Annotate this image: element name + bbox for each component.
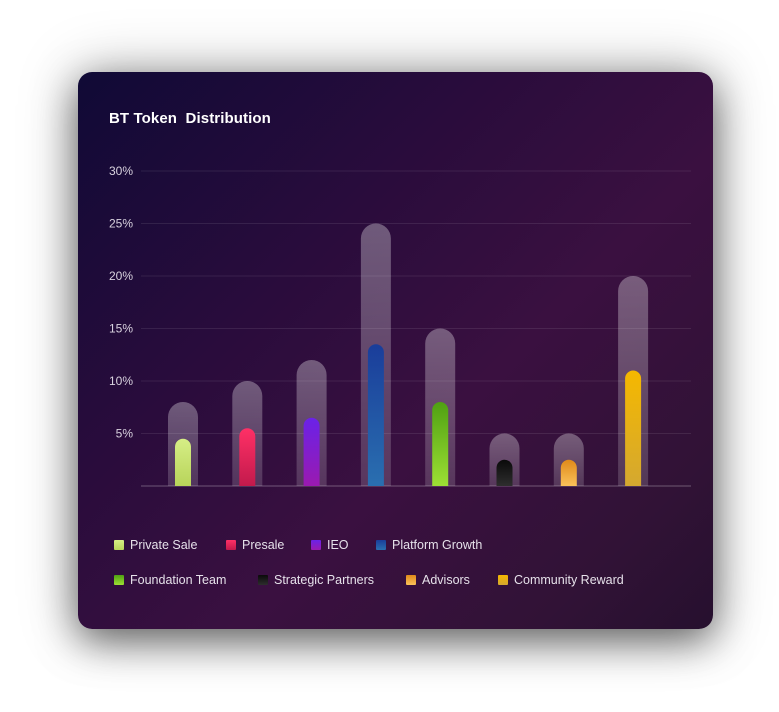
legend-item: Private Sale — [114, 538, 197, 552]
chart-legend: Private Sale Presale IEO Platform Growth Fo… — [114, 538, 694, 608]
legend-swatch — [114, 540, 124, 550]
legend-label: Private Sale — [130, 538, 198, 552]
legend-label: Platform Growth — [392, 538, 483, 552]
y-tick-label: 5% — [116, 427, 134, 441]
inner-bar — [432, 402, 449, 486]
legend-label: Presale — [242, 538, 285, 552]
legend-item: IEO — [311, 538, 349, 552]
inner-bar — [560, 459, 577, 486]
inner-bar — [175, 438, 191, 486]
legend-swatch — [258, 575, 268, 585]
inner-bar — [496, 459, 513, 486]
legend-label: Foundation Team — [130, 573, 227, 587]
legend-item: Strategic Partners — [258, 573, 374, 587]
legend-item: Foundation Team — [114, 573, 226, 587]
legend-swatch — [311, 540, 321, 550]
legend-item: Presale — [226, 538, 284, 552]
inner-bar — [239, 428, 256, 486]
legend-swatch — [226, 540, 236, 550]
legend-swatch — [406, 575, 416, 585]
legend-swatch — [498, 575, 508, 585]
legend-label: IEO — [327, 538, 349, 552]
legend-swatch — [376, 540, 386, 550]
y-tick-label: 25% — [109, 217, 133, 231]
y-tick-label: 20% — [109, 269, 133, 283]
y-tick-label: 15% — [109, 322, 133, 336]
inner-bar — [303, 417, 320, 486]
legend-label: Advisors — [422, 573, 470, 587]
y-tick-label: 30% — [109, 164, 133, 178]
legend-item: Platform Growth — [376, 538, 482, 552]
inner-bar — [367, 344, 384, 486]
inner-bar — [625, 370, 642, 486]
bar-chart: 30% 25% 20% 15% 10% 5% — [109, 164, 691, 487]
legend-row: Private Sale Presale IEO Platform Growth — [114, 538, 694, 573]
legend-label: Strategic Partners — [274, 573, 375, 587]
legend-item: Advisors — [406, 573, 470, 587]
legend-swatch — [114, 575, 124, 585]
legend-label: Community Reward — [514, 573, 624, 587]
legend-item: Community Reward — [498, 573, 624, 587]
legend-row: Foundation Team Strategic Partners Advisor… — [114, 573, 694, 608]
chart-card: BT Token Distribution 30% 25% 20% 15% 10% 5% … — [78, 72, 713, 629]
y-tick-label: 10% — [109, 374, 133, 388]
chart-title: BT Token Distribution — [109, 110, 271, 127]
